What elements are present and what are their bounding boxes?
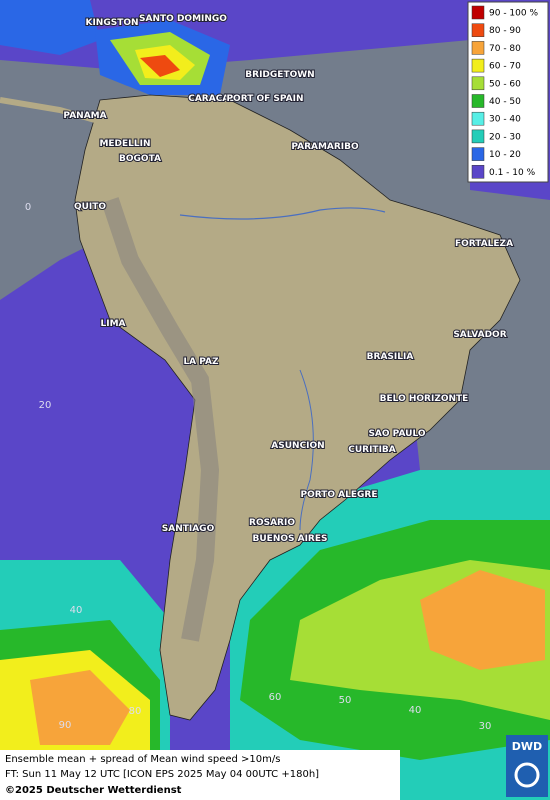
legend-swatch bbox=[471, 165, 485, 179]
city-label: PARAMARIBO bbox=[291, 142, 359, 152]
city-label: FORTALEZA bbox=[455, 239, 513, 249]
legend-swatch bbox=[471, 41, 485, 55]
land bbox=[74, 94, 521, 721]
logo: DWD bbox=[512, 740, 542, 753]
city-label: CARACAS bbox=[188, 94, 236, 104]
lon-label: 30 bbox=[479, 721, 492, 732]
lon-label: 50 bbox=[339, 695, 352, 706]
lat-label: 40 bbox=[70, 605, 83, 616]
city-label: BUENOS AIRES bbox=[253, 534, 328, 544]
city-label: BOGOTA bbox=[119, 154, 161, 164]
legend-label: 40 - 50 bbox=[489, 97, 521, 107]
city-label: ROSARIO bbox=[249, 518, 295, 528]
lon-label: 60 bbox=[269, 692, 282, 703]
legend: 90 - 100 % 80 - 90 70 - 80 60 - 70 50 - 60 40… bbox=[467, 1, 549, 183]
legend-swatch bbox=[471, 111, 485, 126]
legend-label: 30 - 40 bbox=[489, 115, 521, 125]
legend-label: 60 - 70 bbox=[489, 62, 521, 72]
legend-swatch bbox=[471, 94, 485, 108]
legend-swatch bbox=[471, 5, 485, 20]
city-label: KINGSTON bbox=[85, 18, 138, 28]
field bbox=[0, 0, 100, 55]
legend-swatch bbox=[471, 23, 485, 37]
river bbox=[299, 369, 314, 531]
legend-swatch bbox=[471, 58, 485, 73]
city-label: SALVADOR bbox=[453, 330, 506, 340]
city-label: BRIDGETOWN bbox=[245, 70, 314, 80]
city-label: SAO PAULO bbox=[368, 429, 425, 439]
field bbox=[420, 570, 545, 670]
logo-icon bbox=[514, 762, 540, 788]
city-label: PORT OF SPAIN bbox=[226, 94, 303, 104]
field bbox=[140, 55, 180, 77]
legend-label: 0.1 - 10 % bbox=[489, 168, 536, 178]
city-label: ASUNCION bbox=[271, 441, 324, 451]
legend-label: 10 - 20 bbox=[489, 150, 521, 160]
legend-label: 90 - 100 % bbox=[489, 9, 538, 19]
city-label: MEDELLIN bbox=[99, 139, 150, 149]
city-label: BELO HORIZONTE bbox=[380, 394, 469, 404]
lat-label: 20 bbox=[39, 400, 52, 411]
legend-label: 20 - 30 bbox=[489, 132, 521, 142]
city-label: BRASILIA bbox=[367, 352, 414, 362]
city-label: PANAMA bbox=[63, 111, 106, 121]
field bbox=[30, 670, 130, 745]
lon-label: 80 bbox=[129, 706, 142, 717]
land bbox=[0, 97, 96, 123]
footer-box bbox=[0, 750, 400, 800]
lon-label: 90 bbox=[59, 720, 72, 731]
andes bbox=[101, 197, 220, 642]
city-label: PORTO ALEGRE bbox=[300, 490, 377, 500]
legend-swatch bbox=[471, 76, 485, 91]
city-label: SANTIAGO bbox=[162, 524, 215, 534]
river bbox=[179, 207, 386, 220]
footer-text: FT: Sun 11 May 12 UTC [ICON EPS 2025 May… bbox=[5, 769, 319, 780]
city-label: QUITO bbox=[74, 202, 106, 212]
city-label: CURITIBA bbox=[348, 445, 396, 455]
legend-swatch bbox=[471, 129, 485, 144]
city-label: SANTO DOMINGO bbox=[139, 14, 227, 24]
footer-text: Ensemble mean + spread of Mean wind spee… bbox=[5, 754, 280, 765]
legend-label: 80 - 90 bbox=[489, 26, 521, 36]
city-label: LIMA bbox=[100, 319, 125, 329]
lon-label: 40 bbox=[409, 705, 422, 716]
city-label: LA PAZ bbox=[183, 357, 219, 367]
legend-label: 70 - 80 bbox=[489, 44, 521, 54]
lat-label: 0 bbox=[25, 202, 31, 213]
legend-label: 50 - 60 bbox=[489, 79, 521, 89]
legend-swatch bbox=[471, 147, 485, 161]
copyright: ©2025 Deutscher Wetterdienst bbox=[5, 785, 182, 796]
